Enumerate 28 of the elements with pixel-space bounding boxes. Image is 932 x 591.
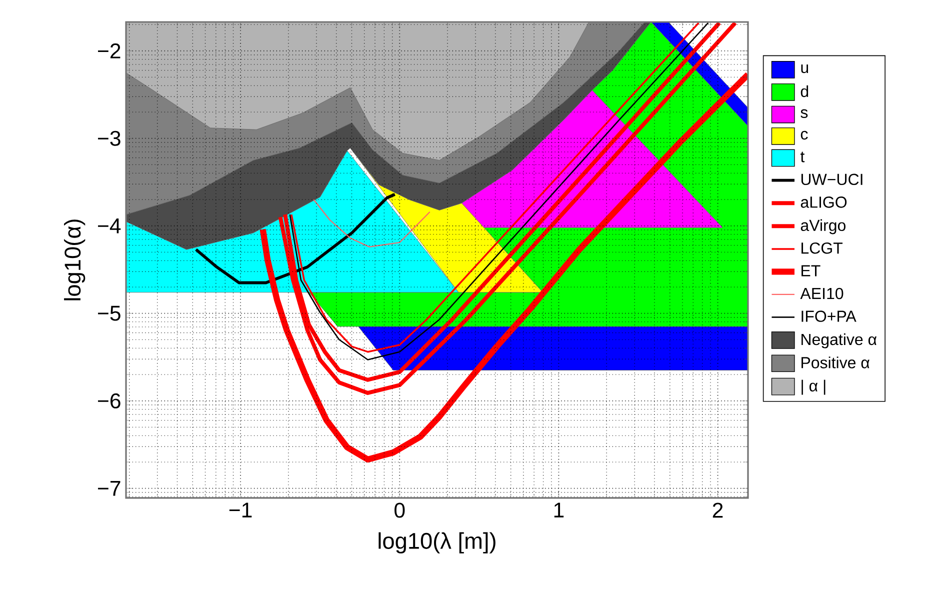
legend-label: aVirgo: [800, 219, 846, 234]
legend-label: s: [800, 109, 808, 118]
legend-label: ET: [802, 265, 820, 276]
x-tick-label: −1: [229, 502, 252, 518]
x-tick-label: 2: [712, 502, 723, 518]
legend-label: | α |: [802, 380, 826, 395]
legend-label: IFO+PA: [802, 310, 856, 322]
legend-label: aLIGO: [800, 196, 847, 208]
legend-label: AEI10: [800, 288, 844, 300]
y-tick-label: −7: [98, 481, 120, 496]
y-tick-label: −4: [98, 218, 121, 234]
legend-label: u: [801, 64, 808, 74]
y-tick-label: −2: [98, 43, 120, 58]
y-tick-label: −3: [98, 130, 120, 146]
legend-label: UW−UCI: [801, 174, 862, 186]
y-tick-label: −5: [98, 306, 120, 321]
x-axis-title: log10(λ [m]): [378, 532, 496, 554]
legend-label: c: [800, 130, 808, 140]
y-tick-label: −6: [98, 393, 120, 408]
y-axis-title: log10(α): [64, 220, 86, 300]
legend-label: d: [800, 85, 808, 98]
legend-label: Negative α: [802, 333, 877, 348]
legend-label: Positive α: [802, 356, 870, 368]
x-tick-label: 1: [554, 502, 564, 518]
x-tick-label: 0: [394, 502, 405, 518]
legend-label: LCGT: [802, 242, 843, 254]
line-series: [313, 199, 430, 248]
legend-label: t: [800, 152, 805, 162]
